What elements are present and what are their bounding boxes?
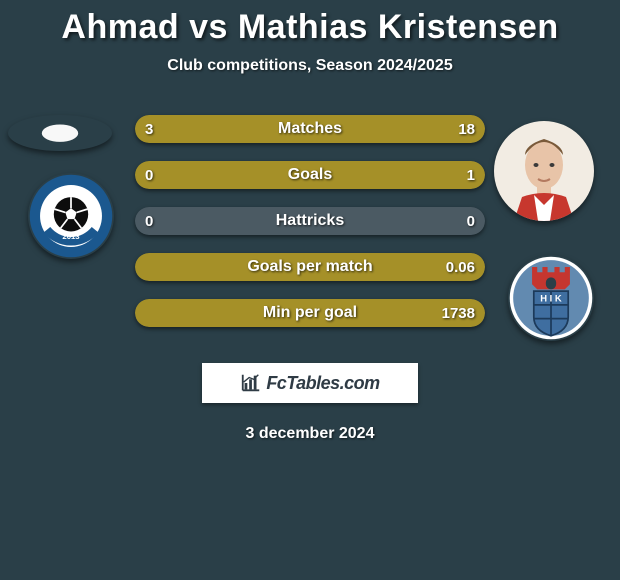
page-title: Ahmad vs Mathias Kristensen bbox=[0, 0, 620, 47]
subtitle: Club competitions, Season 2024/2025 bbox=[0, 57, 620, 75]
club1-badge: 2013 bbox=[28, 173, 114, 259]
stat-value-left: 0 bbox=[145, 167, 153, 184]
brand-box: FcTables.com bbox=[202, 363, 418, 403]
stat-bar: Goals0 1 bbox=[135, 161, 485, 189]
stat-value-right: 1738 bbox=[442, 305, 475, 322]
infographic-root: Ahmad vs Mathias Kristensen Club competi… bbox=[0, 0, 620, 580]
stat-value-right: 0 bbox=[467, 213, 475, 230]
stat-bar: Min per goal1738 bbox=[135, 299, 485, 327]
bar-chart-icon bbox=[240, 372, 262, 394]
stat-label: Matches bbox=[135, 120, 485, 138]
svg-text:H I K: H I K bbox=[540, 293, 562, 304]
stat-value-right: 0.06 bbox=[446, 259, 475, 276]
player1-avatar bbox=[8, 115, 112, 151]
stat-label: Min per goal bbox=[135, 304, 485, 322]
stat-label: Goals bbox=[135, 166, 485, 184]
stat-bar: Matches3 18 bbox=[135, 115, 485, 143]
date-text: 3 december 2024 bbox=[0, 425, 620, 443]
stat-value-right: 1 bbox=[467, 167, 475, 184]
stat-label: Goals per match bbox=[135, 258, 485, 276]
stat-value-left: 3 bbox=[145, 121, 153, 138]
stat-value-right: 18 bbox=[458, 121, 475, 138]
stat-value-left: 0 bbox=[145, 213, 153, 230]
brand-text: FcTables.com bbox=[266, 373, 379, 394]
club2-badge: H I K bbox=[508, 255, 594, 341]
player2-avatar bbox=[494, 121, 594, 221]
stat-bar: Hattricks0 0 bbox=[135, 207, 485, 235]
stats-area: 2013 bbox=[0, 115, 620, 345]
svg-text:2013: 2013 bbox=[62, 232, 80, 241]
stat-label: Hattricks bbox=[135, 212, 485, 230]
stat-bar: Goals per match0.06 bbox=[135, 253, 485, 281]
